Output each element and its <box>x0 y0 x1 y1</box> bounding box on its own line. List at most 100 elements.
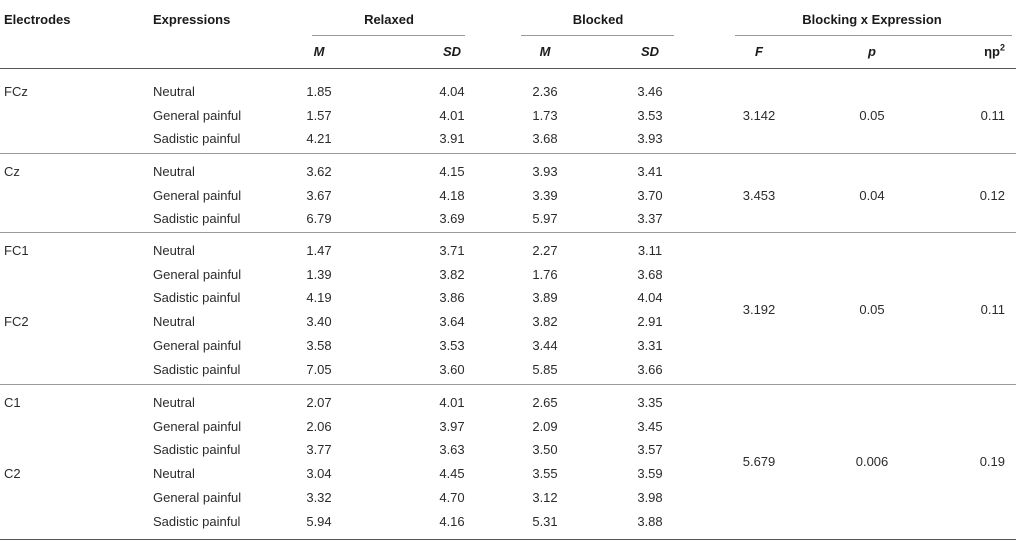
expression-cell: General painful <box>153 266 242 282</box>
relaxed-sd-cell: 4.70 <box>439 489 465 505</box>
blocked-m-cell: 3.89 <box>532 290 558 306</box>
blocked-sd-cell: 3.88 <box>637 513 663 529</box>
expression-cell: Neutral <box>153 84 195 99</box>
expression-cell: Sadistic painful <box>153 361 241 377</box>
relaxed-m-cell: 3.04 <box>306 466 332 482</box>
blocked-m-cell: 3.55 <box>532 466 558 482</box>
relaxed-span-rule <box>312 35 465 36</box>
relaxed-m-cell: 7.05 <box>306 361 332 377</box>
header-relaxed-m: M <box>313 44 325 59</box>
relaxed-m-cell: 3.77 <box>306 442 332 458</box>
relaxed-m-cell: 1.57 <box>306 107 332 123</box>
blocked-m-cell: 5.31 <box>532 513 558 529</box>
blocked-sd-cell: 3.57 <box>637 442 663 458</box>
electrode-cell: C2 <box>4 466 21 482</box>
expression-cell: Sadistic painful <box>153 513 241 529</box>
relaxed-m-cell: 1.85 <box>306 84 332 99</box>
relaxed-sd-cell: 4.01 <box>439 107 465 123</box>
relaxed-sd-cell: 3.86 <box>439 290 465 306</box>
stat-p-cell: 0.05 <box>859 302 885 318</box>
expression-cell: Sadistic painful <box>153 211 241 227</box>
relaxed-m-cell: 5.94 <box>306 513 332 529</box>
blocked-m-cell: 1.73 <box>532 107 558 123</box>
relaxed-m-cell: 2.06 <box>306 418 332 434</box>
expression-cell: Sadistic painful <box>153 131 241 147</box>
relaxed-sd-cell: 3.53 <box>439 337 465 353</box>
header-blocked: Blocked <box>572 12 624 27</box>
blocked-sd-cell: 3.98 <box>637 489 663 505</box>
blocked-m-cell: 1.76 <box>532 266 558 282</box>
blocked-m-cell: 3.82 <box>532 314 558 330</box>
relaxed-m-cell: 2.07 <box>306 395 332 410</box>
group-separator-rule <box>0 232 1016 233</box>
header-f: F <box>755 44 763 59</box>
relaxed-m-cell: 3.58 <box>306 337 332 353</box>
relaxed-m-cell: 3.32 <box>306 489 332 505</box>
blocked-sd-cell: 3.59 <box>637 466 663 482</box>
blocked-sd-cell: 3.45 <box>637 418 663 434</box>
stat-eta-cell: 0.11 <box>980 302 1005 318</box>
expression-cell: General painful <box>153 107 242 123</box>
electrode-cell: C1 <box>4 395 21 410</box>
expression-cell: Neutral <box>153 243 195 258</box>
relaxed-sd-cell: 4.15 <box>439 164 465 179</box>
blocked-m-cell: 2.09 <box>532 418 558 434</box>
expression-cell: General painful <box>153 187 242 203</box>
stat-eta-cell: 0.11 <box>980 107 1005 123</box>
blocked-span-rule <box>521 35 674 36</box>
header-interaction: Blocking x Expression <box>802 12 942 27</box>
blocked-sd-cell: 2.91 <box>637 314 663 330</box>
expression-cell: Neutral <box>153 164 195 179</box>
stat-p-cell: 0.04 <box>859 187 885 203</box>
blocked-sd-cell: 3.93 <box>637 131 663 147</box>
relaxed-m-cell: 1.47 <box>306 243 332 258</box>
expression-cell: Neutral <box>153 314 195 330</box>
blocked-sd-cell: 3.11 <box>637 243 663 258</box>
blocked-m-cell: 3.39 <box>532 187 558 203</box>
relaxed-sd-cell: 4.45 <box>439 466 465 482</box>
relaxed-m-cell: 3.40 <box>306 314 332 330</box>
electrode-cell: FC1 <box>4 243 29 258</box>
relaxed-sd-cell: 3.69 <box>439 211 465 227</box>
blocked-m-cell: 5.97 <box>532 211 558 227</box>
table-bottom-rule <box>0 539 1016 540</box>
relaxed-m-cell: 4.21 <box>306 131 332 147</box>
header-p: p <box>868 44 876 59</box>
stat-f-cell: 3.192 <box>742 302 776 318</box>
stat-f-cell: 5.679 <box>742 454 776 470</box>
relaxed-m-cell: 1.39 <box>306 266 332 282</box>
relaxed-sd-cell: 3.60 <box>439 361 465 377</box>
header-electrodes: Electrodes <box>4 12 71 27</box>
relaxed-m-cell: 4.19 <box>306 290 332 306</box>
stat-eta-cell: 0.12 <box>979 187 1005 203</box>
stat-f-cell: 3.142 <box>742 107 776 123</box>
header-relaxed-sd: SD <box>442 44 462 59</box>
electrode-cell: FCz <box>4 84 28 99</box>
group-separator-rule <box>0 153 1016 154</box>
blocked-sd-cell: 3.35 <box>637 395 663 410</box>
blocked-m-cell: 2.27 <box>532 243 558 258</box>
relaxed-sd-cell: 4.18 <box>439 187 465 203</box>
group-separator-rule <box>0 384 1016 385</box>
header-eta-squared: ηp2 <box>984 43 1005 60</box>
relaxed-sd-cell: 4.16 <box>439 513 465 529</box>
header-blocked-m: M <box>539 44 551 59</box>
expression-cell: General painful <box>153 489 242 505</box>
expression-cell: General painful <box>153 418 242 434</box>
stat-eta-cell: 0.19 <box>979 454 1005 470</box>
relaxed-sd-cell: 3.71 <box>439 243 465 258</box>
header-blocked-sd: SD <box>640 44 660 59</box>
expression-cell: Sadistic painful <box>153 442 241 458</box>
relaxed-m-cell: 6.79 <box>306 211 332 227</box>
blocked-sd-cell: 3.37 <box>637 211 663 227</box>
relaxed-sd-cell: 3.91 <box>439 131 465 147</box>
relaxed-sd-cell: 4.01 <box>439 395 465 410</box>
blocked-m-cell: 2.36 <box>532 84 558 99</box>
expression-cell: Neutral <box>153 395 195 410</box>
relaxed-sd-cell: 3.63 <box>439 442 465 458</box>
interaction-span-rule <box>735 35 1012 36</box>
blocked-m-cell: 3.44 <box>532 337 558 353</box>
blocked-sd-cell: 4.04 <box>637 290 663 306</box>
relaxed-sd-cell: 3.97 <box>439 418 465 434</box>
blocked-m-cell: 2.65 <box>532 395 558 410</box>
